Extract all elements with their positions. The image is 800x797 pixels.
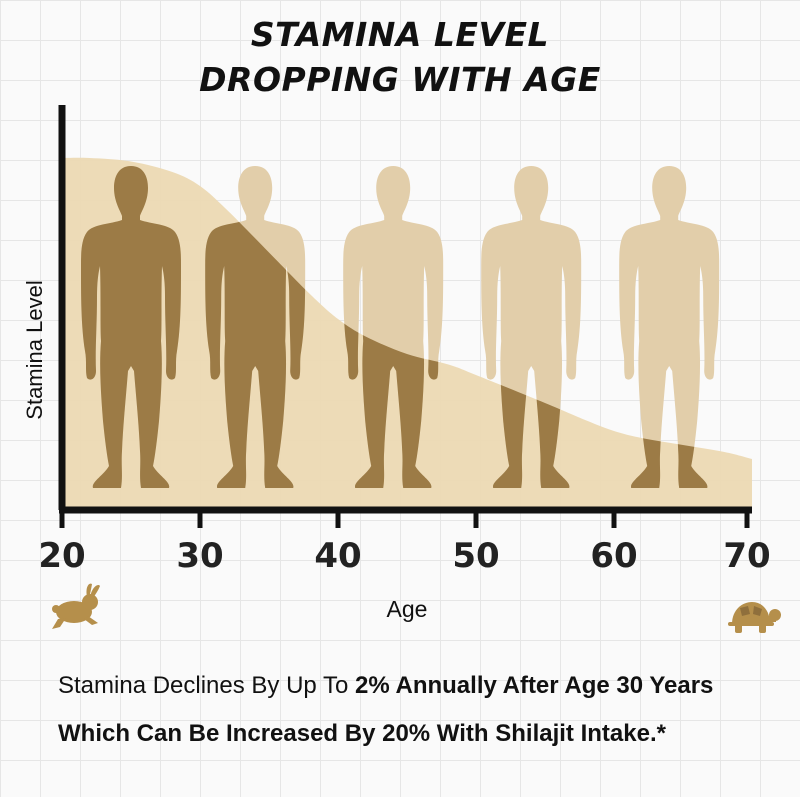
figure-body-light [619,166,720,488]
human-figure-icon [619,166,720,488]
chart-title-line-1: STAMINA LEVEL [250,15,550,54]
x-axis-label: Age [386,596,428,622]
x-tick-label-70: 70 [723,536,770,576]
x-tick-label-30: 30 [176,536,223,576]
tortoise-icon [728,602,781,633]
caption-bold: 2% Annually After Age 30 Years Which Can… [58,672,714,747]
x-tick-label-20: 20 [38,536,85,576]
y-axis-label: Stamina Level [22,280,47,420]
figure-overlay [81,166,181,488]
x-tick-label-40: 40 [314,536,361,576]
caption-normal: Stamina Declines By Up To [58,672,356,699]
caption-text: Stamina Declines By Up To 2% Annually Af… [58,662,778,758]
figure-body-dark [81,166,181,488]
x-tick-label-50: 50 [452,536,499,576]
rabbit-icon [52,583,100,629]
chart-title-line-2: DROPPING WITH AGE [199,60,601,99]
x-tick-label-60: 60 [590,536,637,576]
